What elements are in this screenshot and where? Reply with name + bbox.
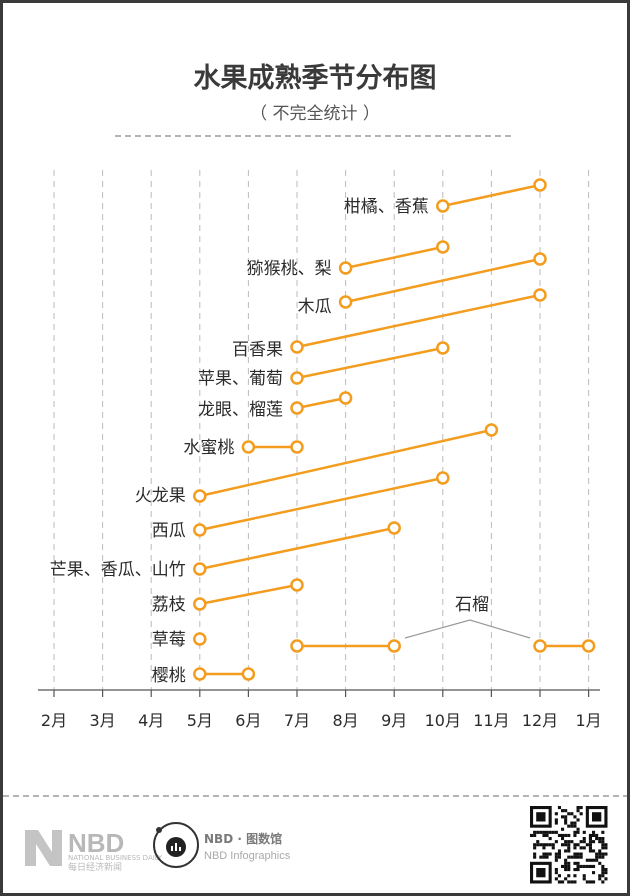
range-point [290,401,304,415]
range-point [193,632,207,646]
range-line [199,526,395,571]
range-point [290,578,304,592]
x-tick-label: 4月 [138,711,164,730]
range-point [290,340,304,354]
fruit-label: 柑橘、香蕉 [344,197,429,217]
x-tick-label: 2月 [41,711,67,730]
nbd-logo-text: NBD [68,828,124,858]
x-tick-label: 10月 [425,711,461,730]
fruit-label: 西瓜 [152,521,186,541]
nbd-logo-chinese: 每日经济新闻 [68,861,122,873]
x-tick-label: 11月 [473,711,509,730]
fruit-label: 芒果、香瓜、山竹 [50,560,186,580]
range-point [533,288,547,302]
range-point [533,178,547,192]
annotation-label: 石榴 [455,595,489,615]
range-point [436,471,450,485]
range-point [436,240,450,254]
nbd-infographics-logo: NBD · 图数馆 NBD Infographics [153,822,291,868]
range-point [533,639,547,653]
qr-code-icon [530,806,608,884]
range-line [199,428,492,498]
fruit-label: 火龙果 [135,486,186,506]
x-tick-label: 6月 [235,711,261,730]
nbd-logo-english: NATIONAL BUSINESS DAILY [68,854,163,862]
x-tick-label: 9月 [381,711,407,730]
fruit-label: 水蜜桃 [183,438,234,458]
range-point [387,521,401,535]
range-point [290,639,304,653]
fruit-label: 草莓 [152,630,186,650]
x-tick-label: 12月 [522,711,558,730]
fruit-label: 荔枝 [152,595,186,615]
range-point [193,489,207,503]
infographics-subtitle: NBD Infographics [204,850,291,862]
nbd-logo-mark-icon [25,830,62,866]
chart-title: 水果成熟季节分布图 [194,62,437,94]
chart-subtitle: （ 不完全统计 ） [250,104,380,124]
range-point [241,667,256,681]
range-point [193,562,207,576]
fruit-label: 猕猴桃、梨 [247,259,332,279]
range-point [193,597,207,611]
x-tick-label: 3月 [90,711,116,730]
range-point [436,341,450,355]
range-line [345,245,444,270]
infographics-ring-icon [153,822,199,868]
fruit-label: 龙眼、榴莲 [198,400,283,420]
range-point [241,440,256,454]
x-axis-ticks: 2月 3月 4月 5月 6月 7月 8月 9月 10月 11月 12月 1月 [41,690,602,730]
range-point [290,371,304,385]
annotation-bridge-line [404,619,531,639]
ranges [193,178,596,681]
range-line [199,476,444,532]
fruit-labels: 柑橘、香蕉猕猴桃、梨木瓜百香果苹果、葡萄龙眼、榴莲水蜜桃火龙果西瓜芒果、香瓜、山… [50,197,429,686]
x-tick-label: 1月 [576,711,602,730]
nbd-logo: NBD NATIONAL BUSINESS DAILY 每日经济新闻 [25,828,163,873]
range-point [338,261,353,275]
infographics-title: NBD · 图数馆 [204,831,282,846]
fruit-label: 木瓜 [298,297,332,317]
x-tick-label: 5月 [187,711,213,730]
x-tick-label: 8月 [333,711,359,730]
range-line [199,583,298,606]
range-line [296,396,346,410]
range-point [533,252,547,266]
fruit-label: 百香果 [232,340,283,360]
fruit-label: 樱桃 [152,666,186,686]
range-line [296,293,541,349]
range-line [442,183,541,208]
x-tick-label: 7月 [284,711,310,730]
infographics-dot-icon [156,827,162,833]
range-point [193,667,207,681]
range-point [387,639,401,653]
range-point [290,440,304,454]
range-point [338,295,353,309]
range-point [484,423,499,437]
range-point [338,391,353,405]
range-line [296,346,444,380]
range-point [436,199,450,213]
range-line [345,257,541,304]
fruit-label: 苹果、葡萄 [198,369,283,389]
range-point [193,523,207,537]
range-point [581,639,596,653]
grid [53,170,590,690]
